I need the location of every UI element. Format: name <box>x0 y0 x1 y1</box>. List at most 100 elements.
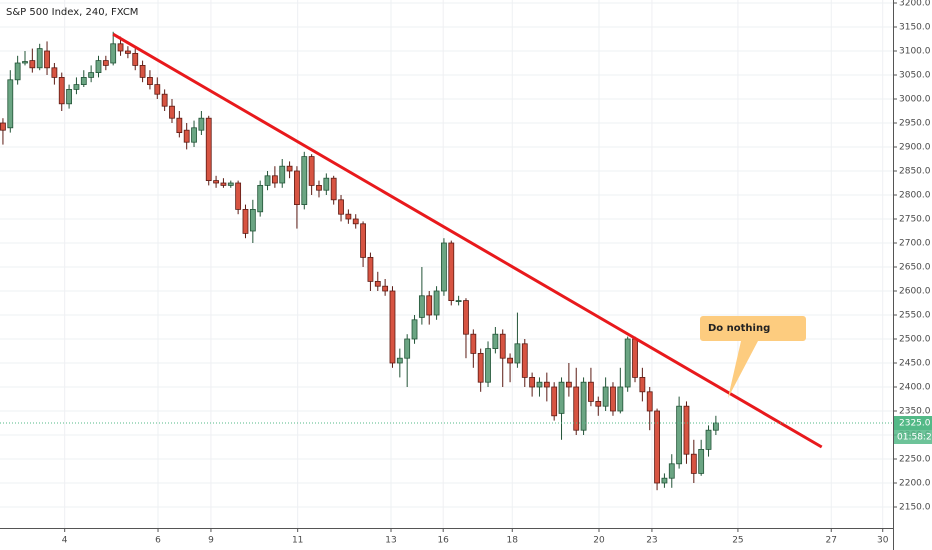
candle-body <box>499 333 506 359</box>
candle-body <box>654 410 660 484</box>
y-tick-label: 2150.0 <box>899 503 931 513</box>
y-tick-label: 2650.0 <box>899 263 931 273</box>
candle-body <box>220 182 227 186</box>
x-tick-label: 6 <box>155 536 161 546</box>
y-tick-label: 2450.0 <box>899 359 931 369</box>
candle-body <box>257 184 264 213</box>
y-tick-label: 3150.0 <box>899 23 931 33</box>
x-tick-label: 30 <box>877 536 889 546</box>
candle-body <box>176 117 183 133</box>
candle-body <box>286 165 293 172</box>
candle-body <box>676 405 683 465</box>
y-tick-label: 2600.0 <box>899 287 931 297</box>
y-tick-label: 3100.0 <box>899 47 931 57</box>
candle-body <box>316 184 322 191</box>
candle-body <box>330 177 337 201</box>
candle-body <box>73 84 80 90</box>
y-tick-label: 3200.0 <box>899 0 931 9</box>
x-tick-label: 9 <box>208 536 214 546</box>
candle-body <box>551 386 558 417</box>
x-tick-label: 23 <box>646 536 657 546</box>
candle-body <box>580 381 587 431</box>
y-tick-label: 2550.0 <box>899 311 931 321</box>
candle-body <box>66 89 72 105</box>
candle-body <box>602 386 609 407</box>
candle-body <box>7 79 14 129</box>
candle-body <box>191 127 197 143</box>
candle-body <box>360 223 366 258</box>
chart-title: S&P 500 Index, 240, FXCM <box>6 7 138 18</box>
candle-body <box>88 72 95 78</box>
candle-body <box>36 48 43 69</box>
candle-body <box>58 77 65 105</box>
candle-body <box>301 156 308 206</box>
candle-body <box>102 60 109 66</box>
countdown-tag <box>894 430 932 444</box>
candle-body <box>183 129 190 143</box>
candle-body <box>514 343 521 364</box>
candle-body <box>396 357 403 364</box>
candle-body <box>455 300 462 303</box>
candle-body <box>389 290 396 364</box>
y-tick-label: 2700.0 <box>899 239 931 249</box>
candle-body <box>95 60 102 73</box>
candle-body <box>367 256 374 282</box>
candle-body <box>404 338 411 359</box>
candle-body <box>536 381 543 388</box>
candle-body <box>411 319 418 340</box>
candle-body <box>646 391 653 412</box>
candle-body <box>668 463 675 479</box>
candle-body <box>705 429 712 450</box>
candle-body <box>712 422 719 431</box>
candle-body <box>323 177 330 191</box>
callout <box>700 316 806 398</box>
candle-body <box>492 333 499 350</box>
y-tick-label: 2400.0 <box>899 383 931 393</box>
candle-body <box>242 208 249 234</box>
candle-body <box>470 333 477 354</box>
candle-body <box>418 295 425 318</box>
countdown-label: 01:58:26 <box>897 433 932 443</box>
candle-body <box>147 77 153 86</box>
x-tick-label: 20 <box>593 536 605 546</box>
x-tick-label: 18 <box>507 536 519 546</box>
candle-body <box>44 50 50 69</box>
y-tick-label: 2500.0 <box>899 335 931 345</box>
candle-body <box>227 182 234 186</box>
candle-body <box>374 280 381 287</box>
candle-body <box>485 348 491 383</box>
candle-body <box>117 43 124 52</box>
candle-body <box>690 453 697 474</box>
candle-body <box>477 352 484 383</box>
candle-body <box>558 381 565 414</box>
candle-body <box>29 60 36 69</box>
candles <box>0 31 719 491</box>
y-tick-label: 2900.0 <box>899 143 931 153</box>
candle-body <box>161 93 168 107</box>
candle-body <box>352 218 359 225</box>
x-tick-label: 16 <box>437 536 449 546</box>
candle-body <box>279 165 286 184</box>
candle-body <box>507 357 513 364</box>
candle-body <box>264 175 271 186</box>
callout-text: Do nothing <box>708 323 770 334</box>
candle-body <box>124 50 131 54</box>
candle-body <box>617 386 624 412</box>
candle-body <box>0 122 6 131</box>
candle-body <box>338 199 344 215</box>
candle-body <box>132 53 139 66</box>
x-tick-label: 13 <box>385 536 396 546</box>
candle-body <box>448 242 455 301</box>
x-tick-label: 27 <box>826 536 837 546</box>
candle-body <box>632 338 638 378</box>
candle-body <box>80 77 87 86</box>
candle-body <box>51 67 58 78</box>
candle-body <box>139 65 146 78</box>
y-tick-label: 3000.0 <box>899 95 931 105</box>
candle-body <box>441 242 447 292</box>
candle-body <box>624 338 631 388</box>
candle-body <box>595 400 602 407</box>
candle-body <box>698 448 705 474</box>
